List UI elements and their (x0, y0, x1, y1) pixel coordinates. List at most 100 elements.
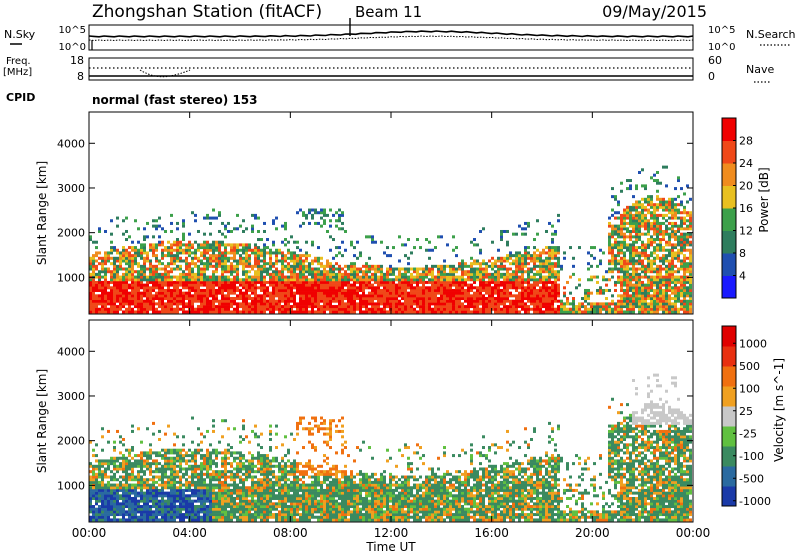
echo-cell (431, 278, 434, 282)
echo-cell (650, 264, 653, 268)
echo-cell (215, 262, 218, 266)
echo-cell (494, 310, 497, 314)
echo-cell (386, 275, 389, 279)
echo-cell (461, 297, 464, 301)
echo-cell (635, 200, 638, 204)
echo-cell (560, 305, 563, 309)
echo-cell (113, 478, 116, 482)
echo-cell (206, 297, 209, 301)
echo-cell (146, 462, 149, 466)
echo-cell (95, 499, 98, 503)
echo-cell (311, 270, 314, 274)
echo-cell (686, 227, 689, 231)
echo-cell (122, 470, 125, 474)
echo-cell (131, 286, 134, 290)
echo-cell (329, 299, 332, 303)
echo-cell (542, 310, 545, 314)
echo-cell (176, 291, 179, 295)
echo-cell (551, 294, 554, 298)
echo-cell (686, 219, 689, 223)
echo-cell (122, 496, 125, 500)
echo-cell (95, 488, 98, 492)
echo-cell (215, 297, 218, 301)
echo-cell (425, 286, 428, 290)
echo-cell (140, 286, 143, 290)
echo-cell (404, 297, 407, 301)
echo-cell (182, 310, 185, 314)
echo-cell (227, 251, 230, 255)
echo-cell (464, 307, 467, 311)
echo-cell (260, 299, 263, 303)
echo-cell (347, 302, 350, 306)
echo-cell (92, 467, 95, 471)
echo-cell (668, 200, 671, 204)
echo-cell (92, 299, 95, 303)
echo-cell (155, 513, 158, 517)
echo-cell (239, 259, 242, 263)
echo-cell (512, 272, 515, 276)
echo-cell (542, 305, 545, 309)
echo-cell (587, 310, 590, 314)
echo-cell (113, 272, 116, 276)
echo-cell (635, 208, 638, 212)
echo-cell (95, 251, 98, 255)
echo-cell (188, 291, 191, 295)
echo-cell (524, 305, 527, 309)
echo-cell (188, 272, 191, 276)
echo-cell (128, 510, 131, 514)
echo-cell (113, 259, 116, 263)
echo-cell (329, 302, 332, 306)
echo-cell (662, 208, 665, 212)
echo-cell (92, 278, 95, 282)
echo-cell (134, 262, 137, 266)
echo-cell (245, 243, 248, 247)
echo-cell (140, 475, 143, 479)
echo-cell (359, 305, 362, 309)
echo-cell (233, 307, 236, 311)
echo-cell (584, 307, 587, 311)
echo-cell (272, 219, 275, 223)
echo-cell (287, 275, 290, 279)
echo-cell (494, 305, 497, 309)
echo-cell (230, 310, 233, 314)
echo-cell (437, 288, 440, 292)
echo-cell (455, 299, 458, 303)
echo-cell (458, 286, 461, 290)
echo-cell (245, 310, 248, 314)
echo-cell (146, 310, 149, 314)
echo-cell (530, 259, 533, 263)
echo-cell (668, 203, 671, 207)
echo-cell (632, 248, 635, 252)
echo-cell (128, 275, 131, 279)
echo-cell (434, 264, 437, 268)
echo-cell (515, 286, 518, 290)
echo-cell (104, 513, 107, 517)
echo-cell (113, 496, 116, 500)
echo-cell (506, 240, 509, 244)
echo-cell (236, 259, 239, 263)
echo-cell (476, 294, 479, 298)
echo-cell (152, 494, 155, 498)
echo-cell (89, 278, 92, 282)
echo-cell (338, 307, 341, 311)
echo-cell (416, 299, 419, 303)
echo-cell (677, 294, 680, 298)
echo-cell (416, 275, 419, 279)
echo-cell (383, 251, 386, 255)
echo-cell (167, 310, 170, 314)
echo-cell (539, 291, 542, 295)
echo-cell (95, 443, 98, 447)
echo-cell (536, 294, 539, 298)
echo-cell (341, 302, 344, 306)
echo-cell (632, 227, 635, 231)
echo-cell (161, 267, 164, 271)
echo-cell (644, 310, 647, 314)
echo-cell (362, 272, 365, 276)
echo-cell (317, 272, 320, 276)
echo-cell (416, 297, 419, 301)
echo-cell (467, 302, 470, 306)
echo-cell (143, 496, 146, 500)
echo-cell (659, 232, 662, 236)
echo-cell (122, 459, 125, 463)
echo-cell (131, 486, 134, 490)
